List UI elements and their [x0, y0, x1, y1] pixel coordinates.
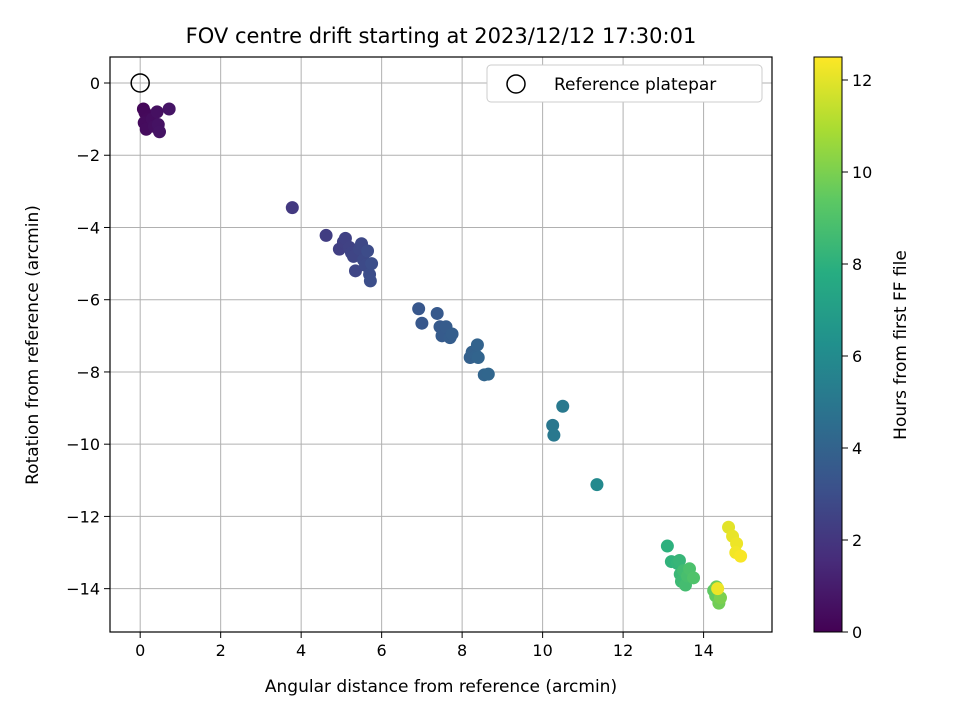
- x-tick-label: 6: [377, 641, 387, 660]
- data-point: [361, 244, 375, 258]
- chart-title: FOV centre drift starting at 2023/12/12 …: [186, 24, 697, 48]
- y-tick-label: −4: [76, 218, 100, 237]
- x-tick-label: 12: [613, 641, 633, 660]
- data-point: [365, 257, 379, 271]
- data-point: [546, 418, 560, 432]
- x-axis-label: Angular distance from reference (arcmin): [265, 677, 617, 697]
- data-point: [430, 306, 444, 320]
- x-axis-ticks: 0 2 4 6 8 10 12 14: [135, 632, 714, 660]
- x-tick-label: 2: [216, 641, 226, 660]
- x-tick-label: 0: [135, 641, 145, 660]
- data-point: [590, 478, 604, 492]
- data-point: [363, 274, 377, 288]
- data-point: [415, 316, 429, 330]
- data-point: [319, 228, 333, 242]
- data-point: [660, 539, 674, 553]
- colorbar-tick-label: 10: [852, 163, 872, 182]
- colorbar-tick-label: 2: [852, 531, 862, 550]
- x-tick-label: 10: [532, 641, 552, 660]
- data-point: [152, 125, 166, 139]
- y-tick-label: −10: [66, 435, 100, 454]
- x-tick-label: 14: [693, 641, 713, 660]
- grid: [110, 57, 772, 632]
- y-axis-ticks: 0 −2 −4 −6 −8 −10 −12 −14: [66, 74, 110, 599]
- data-points: [136, 102, 748, 610]
- data-point: [445, 327, 459, 341]
- data-point: [687, 571, 701, 585]
- data-point: [672, 553, 686, 567]
- x-tick-label: 8: [457, 641, 467, 660]
- colorbar-ticks: 0 2 4 6 8 10 12: [842, 71, 872, 642]
- legend-box: [486, 64, 763, 103]
- colorbar: [813, 56, 843, 633]
- colorbar-label: Hours from first FF file: [891, 250, 911, 440]
- y-axis-label: Rotation from reference (arcmin): [23, 205, 43, 485]
- data-point: [734, 549, 748, 563]
- data-point: [348, 264, 362, 278]
- data-point: [412, 302, 426, 316]
- y-tick-label: −12: [66, 507, 100, 526]
- legend-label: Reference platepar: [554, 75, 716, 95]
- data-point: [711, 582, 725, 596]
- y-tick-label: 0: [90, 74, 100, 93]
- colorbar-tick-label: 0: [852, 623, 862, 642]
- data-point: [547, 428, 561, 442]
- reference-marker: [130, 73, 150, 93]
- legend-marker: [506, 74, 526, 94]
- plot-frame: [109, 56, 773, 633]
- y-tick-label: −2: [76, 146, 100, 165]
- data-point: [285, 201, 299, 215]
- colorbar-tick-label: 12: [852, 71, 872, 90]
- data-point: [481, 367, 495, 381]
- colorbar-tick-label: 6: [852, 347, 862, 366]
- legend: Reference platepar: [486, 64, 763, 103]
- data-point: [162, 102, 176, 116]
- x-tick-label: 4: [296, 641, 306, 660]
- y-tick-label: −8: [76, 363, 100, 382]
- y-tick-label: −6: [76, 291, 100, 310]
- data-point: [150, 105, 164, 119]
- data-point: [470, 338, 484, 352]
- colorbar-tick-label: 4: [852, 439, 862, 458]
- data-point: [556, 399, 570, 413]
- colorbar-tick-label: 8: [852, 255, 862, 274]
- data-point: [471, 351, 485, 365]
- y-tick-label: −14: [66, 580, 100, 599]
